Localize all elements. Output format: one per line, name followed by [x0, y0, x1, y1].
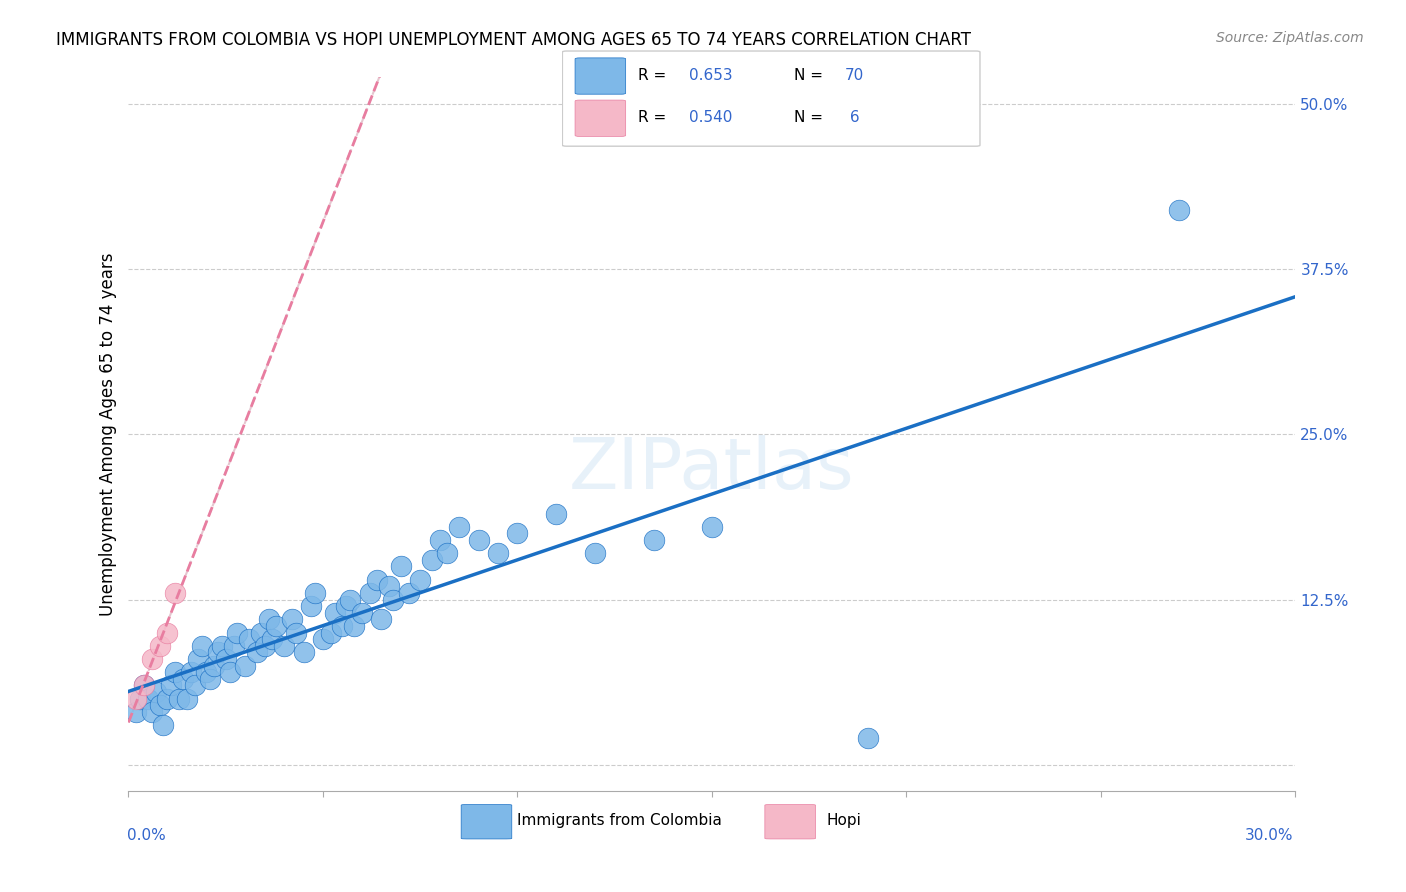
Point — [370, 612, 392, 626]
Point — [409, 573, 432, 587]
Point — [486, 546, 509, 560]
Point — [398, 586, 420, 600]
Point — [700, 520, 723, 534]
Point — [183, 678, 205, 692]
Point — [312, 632, 335, 647]
Point — [262, 632, 284, 647]
Point — [856, 731, 879, 746]
Point — [332, 619, 354, 633]
Point — [187, 652, 209, 666]
Point — [141, 705, 163, 719]
Point — [273, 639, 295, 653]
Point — [195, 665, 218, 680]
Point — [389, 559, 412, 574]
Text: N =: N = — [794, 68, 828, 83]
Point — [449, 520, 471, 534]
Point — [125, 705, 148, 719]
Text: 30.0%: 30.0% — [1246, 828, 1294, 843]
Point — [145, 685, 167, 699]
Point — [132, 678, 155, 692]
Point — [339, 592, 361, 607]
Point — [215, 652, 238, 666]
Point — [467, 533, 489, 547]
Point — [167, 691, 190, 706]
Point — [180, 665, 202, 680]
Point — [165, 586, 187, 600]
Point — [198, 672, 221, 686]
Text: 6: 6 — [845, 111, 859, 125]
Point — [176, 691, 198, 706]
Text: 0.0%: 0.0% — [127, 828, 166, 843]
Point — [156, 691, 179, 706]
FancyBboxPatch shape — [575, 100, 626, 136]
Point — [156, 625, 179, 640]
Point — [226, 625, 249, 640]
Point — [323, 606, 346, 620]
Point — [350, 606, 373, 620]
Point — [359, 586, 381, 600]
Point — [506, 526, 529, 541]
Point — [436, 546, 458, 560]
Y-axis label: Unemployment Among Ages 65 to 74 years: Unemployment Among Ages 65 to 74 years — [100, 252, 117, 616]
Point — [149, 639, 172, 653]
Point — [191, 639, 214, 653]
Point — [238, 632, 260, 647]
Point — [366, 573, 388, 587]
Point — [304, 586, 326, 600]
Point — [257, 612, 280, 626]
Point — [420, 553, 443, 567]
Point — [172, 672, 194, 686]
Point — [125, 691, 148, 706]
Point — [141, 652, 163, 666]
Point — [266, 619, 288, 633]
Point — [343, 619, 366, 633]
Point — [281, 612, 304, 626]
Point — [136, 691, 159, 706]
Point — [299, 599, 322, 614]
Point — [233, 658, 256, 673]
Point — [246, 645, 269, 659]
Point — [643, 533, 665, 547]
Point — [132, 678, 155, 692]
Point — [429, 533, 451, 547]
Point — [319, 625, 342, 640]
Point — [218, 665, 240, 680]
Text: R =: R = — [638, 68, 672, 83]
Text: 0.540: 0.540 — [689, 111, 733, 125]
Point — [292, 645, 315, 659]
Text: 70: 70 — [845, 68, 865, 83]
Point — [253, 639, 276, 653]
Point — [583, 546, 606, 560]
Point — [202, 658, 225, 673]
Text: N =: N = — [794, 111, 828, 125]
Point — [207, 645, 229, 659]
FancyBboxPatch shape — [575, 58, 626, 95]
Text: Immigrants from Colombia: Immigrants from Colombia — [517, 814, 723, 828]
FancyBboxPatch shape — [461, 805, 512, 838]
Text: Source: ZipAtlas.com: Source: ZipAtlas.com — [1216, 31, 1364, 45]
Point — [160, 678, 183, 692]
Text: IMMIGRANTS FROM COLOMBIA VS HOPI UNEMPLOYMENT AMONG AGES 65 TO 74 YEARS CORRELAT: IMMIGRANTS FROM COLOMBIA VS HOPI UNEMPLO… — [56, 31, 972, 49]
Point — [1167, 202, 1189, 217]
Text: Hopi: Hopi — [827, 814, 862, 828]
Text: R =: R = — [638, 111, 672, 125]
Point — [284, 625, 307, 640]
FancyBboxPatch shape — [765, 805, 815, 838]
Point — [211, 639, 233, 653]
Point — [165, 665, 187, 680]
Point — [382, 592, 405, 607]
Text: ZIPatlas: ZIPatlas — [569, 435, 855, 505]
Point — [335, 599, 357, 614]
Point — [129, 691, 152, 706]
Point — [149, 698, 172, 713]
FancyBboxPatch shape — [562, 51, 980, 146]
Point — [378, 579, 401, 593]
Point — [222, 639, 245, 653]
Point — [249, 625, 271, 640]
Text: 0.653: 0.653 — [689, 68, 733, 83]
Point — [152, 718, 174, 732]
Point — [546, 507, 568, 521]
